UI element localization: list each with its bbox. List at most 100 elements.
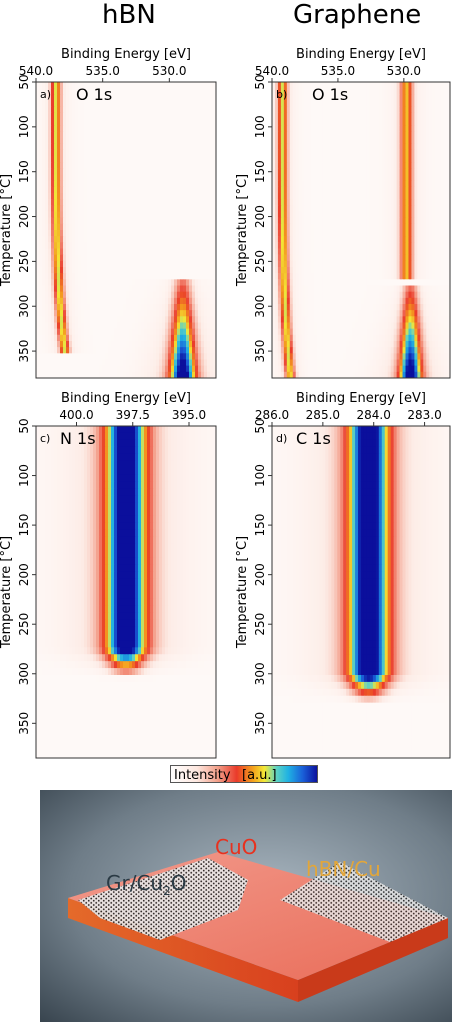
heat-cell <box>63 335 66 342</box>
heat-cell <box>382 181 385 188</box>
heat-cell <box>417 175 420 182</box>
heat-cell <box>111 329 114 336</box>
heat-cell <box>117 335 120 342</box>
heat-cell <box>141 205 144 212</box>
heat-cell <box>305 224 308 231</box>
heat-cell <box>290 144 293 151</box>
heat-cell <box>210 255 213 262</box>
heat-cell <box>429 279 432 286</box>
heat-cell <box>281 138 284 145</box>
heat-cell <box>57 304 60 311</box>
heat-cell <box>102 372 105 379</box>
heat-cell <box>153 162 156 169</box>
heat-cell <box>305 144 308 151</box>
heat-cell <box>180 316 183 323</box>
heat-cell <box>406 82 409 89</box>
heat-cell <box>275 267 278 274</box>
heat-cell <box>126 323 129 330</box>
heat-cell <box>346 150 349 157</box>
heat-cell <box>153 236 156 243</box>
heat-cell <box>168 175 171 182</box>
heat-cell <box>114 341 117 348</box>
heat-cell <box>183 316 186 323</box>
heat-cell <box>180 304 183 311</box>
heat-cell <box>355 150 358 157</box>
heat-cell <box>195 267 198 274</box>
heat-cell <box>162 107 165 114</box>
heat-cell <box>108 236 111 243</box>
heat-cell <box>114 88 117 95</box>
heat-cell <box>314 236 317 243</box>
heat-cell <box>183 193 186 200</box>
heat-cell <box>281 199 284 206</box>
heat-cell <box>408 205 411 212</box>
heat-cell <box>305 168 308 175</box>
heat-cell <box>361 193 364 200</box>
heat-cell <box>66 212 69 219</box>
heat-cell <box>311 224 314 231</box>
heat-cell <box>364 113 367 120</box>
heat-cell <box>296 230 299 237</box>
heat-cell <box>438 249 441 256</box>
heat-cell <box>48 304 51 311</box>
heat-cell <box>349 138 352 145</box>
heat-cell <box>385 230 388 237</box>
heat-cell <box>72 267 75 274</box>
panel-label: a) <box>40 88 51 101</box>
heat-cell <box>406 236 409 243</box>
heat-cell <box>364 138 367 145</box>
heat-cell <box>42 353 45 360</box>
heat-cell <box>370 119 373 126</box>
heat-cell <box>367 94 370 101</box>
heat-cell <box>57 119 60 126</box>
heat-cell <box>290 193 293 200</box>
heat-cell <box>325 199 328 206</box>
heat-cell <box>343 187 346 194</box>
heat-cell <box>165 175 168 182</box>
heat-cell <box>441 107 444 114</box>
heat-cell <box>84 353 87 360</box>
heat-cell <box>429 187 432 194</box>
heat-cell <box>189 187 192 194</box>
heat-cell <box>358 107 361 114</box>
heat-cell <box>429 181 432 188</box>
heat-cell <box>414 218 417 225</box>
heat-cell <box>376 286 379 293</box>
heat-cell <box>183 242 186 249</box>
heat-cell <box>123 224 126 231</box>
heat-cell <box>117 310 120 317</box>
heat-cell <box>322 162 325 169</box>
heat-cell <box>284 150 287 157</box>
heat-cell <box>72 316 75 323</box>
heat-cell <box>302 205 305 212</box>
heat-cell <box>42 125 45 132</box>
heat-cell <box>198 218 201 225</box>
heat-cell <box>311 286 314 293</box>
heat-cell <box>278 168 281 175</box>
heat-cell <box>364 150 367 157</box>
heat-cell <box>180 249 183 256</box>
heat-cell <box>135 181 138 188</box>
heat-cell <box>108 125 111 132</box>
heat-cell <box>144 181 147 188</box>
heat-cell <box>352 113 355 120</box>
heat-cell <box>195 224 198 231</box>
heat-cell <box>186 150 189 157</box>
heat-cell <box>281 107 284 114</box>
heat-cell <box>355 249 358 256</box>
heat-cell <box>111 286 114 293</box>
heat-cell <box>78 372 81 379</box>
heat-cell <box>441 119 444 126</box>
heat-cell <box>72 335 75 342</box>
heat-cell <box>72 88 75 95</box>
heat-cell <box>66 360 69 367</box>
heat-cell <box>156 279 159 286</box>
heat-cell <box>299 279 302 286</box>
heat-cell <box>275 273 278 280</box>
heat-cell <box>441 131 444 138</box>
heat-cell <box>308 168 311 175</box>
heat-cell <box>180 144 183 151</box>
heat-cell <box>210 193 213 200</box>
heat-cell <box>102 138 105 145</box>
heat-cell <box>177 181 180 188</box>
